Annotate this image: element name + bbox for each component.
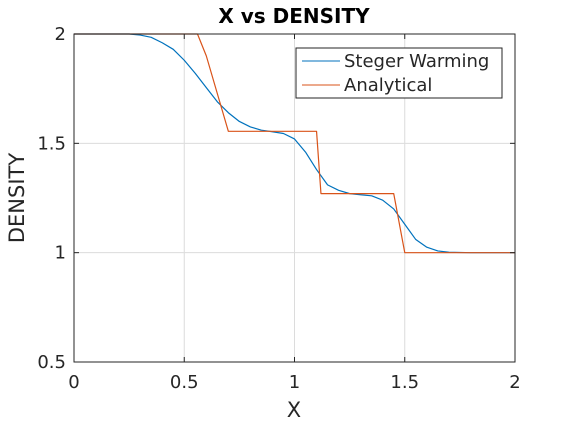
x-tick-label: 0 [68, 372, 79, 393]
x-axis-label: X [287, 398, 301, 422]
steger-warming-line [74, 33, 515, 254]
chart-title: X vs DENSITY [218, 4, 370, 28]
x-tick-label: 1.5 [390, 372, 419, 393]
analytical-line [74, 33, 515, 254]
y-tick-label: 1 [55, 243, 66, 264]
legend: Steger Warming Analytical [295, 47, 503, 99]
y-tick-label: 0.5 [37, 352, 66, 373]
x-tick-label: 0.5 [170, 372, 199, 393]
axis-ticks: 0 0.5 1 1.5 20.511.52 [37, 24, 520, 393]
series-lines [74, 33, 515, 254]
x-tick-label: 2 [509, 372, 520, 393]
y-axis-label: DENSITY [5, 153, 29, 243]
y-tick-label: 1.5 [37, 133, 66, 154]
y-tick-label: 2 [55, 24, 66, 45]
legend-label-steger-warming: Steger Warming [344, 51, 489, 72]
legend-box [295, 47, 503, 99]
legend-label-analytical: Analytical [344, 75, 432, 96]
x-tick-label: 1 [289, 372, 300, 393]
